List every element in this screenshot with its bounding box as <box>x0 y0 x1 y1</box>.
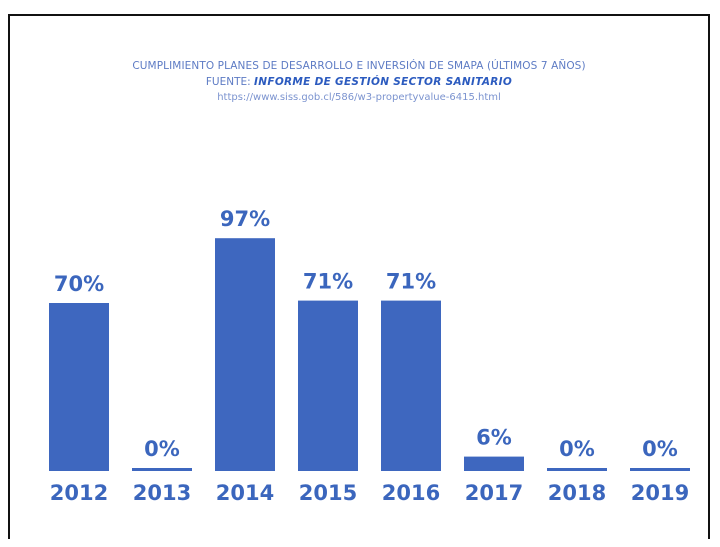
chart-frame <box>8 14 710 539</box>
bar-2016 <box>381 300 441 471</box>
category-label-2016: 2016 <box>382 481 440 505</box>
category-label-2015: 2015 <box>299 481 357 505</box>
bar-2014 <box>215 238 275 471</box>
chart-source: FUENTE: INFORME DE GESTIÓN SECTOR SANITA… <box>8 74 710 90</box>
bar-2018 <box>547 468 607 471</box>
value-label-2019: 0% <box>642 437 678 461</box>
category-label-2018: 2018 <box>548 481 606 505</box>
category-label-2019: 2019 <box>631 481 689 505</box>
value-label-2017: 6% <box>476 426 512 450</box>
bar-2015 <box>298 300 358 471</box>
value-label-2015: 71% <box>303 270 353 294</box>
value-label-2012: 70% <box>54 272 104 296</box>
bar-2013 <box>132 468 192 471</box>
bar-2019 <box>630 468 690 471</box>
category-label-2014: 2014 <box>216 481 274 505</box>
value-label-2016: 71% <box>386 270 436 294</box>
bar-2012 <box>49 303 109 471</box>
source-label: FUENTE: <box>205 76 251 88</box>
category-label-2017: 2017 <box>465 481 523 505</box>
value-label-2014: 97% <box>220 207 270 231</box>
source-value: INFORME DE GESTIÓN SECTOR SANITARIO <box>254 76 513 88</box>
category-label-2013: 2013 <box>133 481 191 505</box>
chart-title: CUMPLIMIENTO PLANES DE DESARROLLO E INVE… <box>132 60 586 72</box>
source-url: https://www.siss.gob.cl/586/w3-propertyv… <box>217 92 501 103</box>
value-label-2013: 0% <box>144 437 180 461</box>
chart-header: CUMPLIMIENTO PLANES DE DESARROLLO E INVE… <box>8 58 710 106</box>
category-label-2012: 2012 <box>50 481 108 505</box>
value-label-2018: 0% <box>559 437 595 461</box>
bar-2017 <box>464 456 524 471</box>
